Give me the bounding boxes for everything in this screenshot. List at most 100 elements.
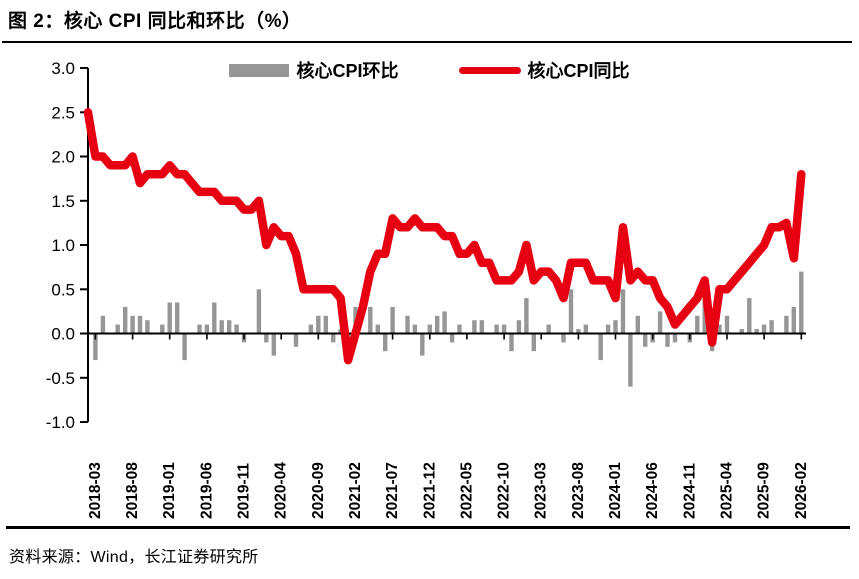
x-tick-label: 2018-03 <box>87 462 104 519</box>
y-tick-label: 0.0 <box>51 325 75 344</box>
x-tick-label: 2025-04 <box>719 462 736 519</box>
mom-bar <box>93 333 98 361</box>
mom-bar <box>494 324 499 334</box>
mom-bar <box>531 333 536 352</box>
mom-bar <box>264 333 269 343</box>
mom-bar <box>383 333 388 352</box>
mom-bar <box>799 271 804 334</box>
mom-bar <box>420 333 425 356</box>
mom-bar <box>457 324 462 334</box>
mom-bar <box>657 311 663 334</box>
mom-bar <box>643 333 648 347</box>
y-tick-label: 2.5 <box>51 103 75 122</box>
mom-bar <box>323 315 328 334</box>
mom-bar <box>761 324 767 334</box>
x-tick-label: 2018-08 <box>124 462 141 519</box>
mom-bar <box>427 324 432 334</box>
mom-bar <box>472 320 477 334</box>
mom-bar <box>160 324 165 334</box>
y-tick-label: -1.0 <box>46 413 75 432</box>
figure-title: 图 2：核心 CPI 同比和环比（%） <box>8 11 302 32</box>
y-tick-label: 3.0 <box>51 59 75 78</box>
mom-bar <box>308 324 314 334</box>
mom-bar <box>137 315 143 334</box>
x-tick-label: 2023-03 <box>533 462 550 519</box>
mom-bar <box>546 324 551 334</box>
mom-bar <box>739 329 744 334</box>
mom-bar <box>747 298 752 334</box>
mom-bar <box>449 333 455 343</box>
mom-bar <box>442 311 447 334</box>
mom-bar <box>100 315 106 334</box>
x-tick-label: 2026-02 <box>793 462 810 519</box>
title-underline <box>2 41 852 43</box>
mom-bar <box>316 315 321 334</box>
legend-item-yoy: 核心CPI同比 <box>458 57 630 83</box>
x-tick-label: 2019-11 <box>236 463 253 519</box>
legend-label-mom: 核心CPI环比 <box>296 61 399 81</box>
mom-bar <box>717 324 722 334</box>
mom-bar <box>613 320 618 334</box>
mom-bar <box>405 315 410 334</box>
mom-bar <box>390 306 395 334</box>
mom-bar <box>123 306 128 334</box>
x-tick-label: 2023-08 <box>570 462 587 519</box>
mom-bar <box>234 324 239 334</box>
mom-bar <box>331 333 336 343</box>
mom-bar <box>568 289 574 334</box>
y-tick-label: 0.5 <box>51 280 75 299</box>
mom-bar <box>628 333 633 387</box>
mom-bar <box>219 320 224 334</box>
x-tick-label: 2020-09 <box>310 462 327 519</box>
legend-label-yoy: 核心CPI同比 <box>527 61 630 81</box>
x-tick-label: 2024-11 <box>681 463 698 519</box>
mom-bar <box>598 333 603 361</box>
mom-bar <box>635 315 640 334</box>
chart-legend: 核心CPI环比 核心CPI同比 <box>0 57 859 83</box>
mom-bar <box>175 302 180 334</box>
mom-bar <box>271 333 276 356</box>
mom-bar <box>293 333 299 347</box>
x-tick-label: 2021-02 <box>347 462 364 519</box>
mom-bar <box>256 289 262 334</box>
bar-swatch-icon <box>229 63 290 77</box>
mom-bar <box>516 320 522 334</box>
mom-bar <box>583 324 588 334</box>
legend-item-mom: 核心CPI环比 <box>229 57 399 83</box>
bottom-rule <box>6 526 850 529</box>
y-tick-label: 2.0 <box>51 148 75 167</box>
mom-bar <box>754 329 759 334</box>
mom-bar <box>561 333 566 343</box>
y-tick-label: 1.0 <box>51 236 75 255</box>
mom-bar <box>212 302 217 334</box>
y-tick-label: 1.5 <box>51 192 75 211</box>
mom-bar <box>145 320 150 334</box>
mom-bar <box>605 324 611 334</box>
x-tick-label: 2020-04 <box>273 462 290 519</box>
mom-bar <box>227 320 232 334</box>
mom-bar <box>791 306 796 334</box>
x-tick-label: 2024-06 <box>644 462 661 519</box>
x-tick-label: 2022-05 <box>458 462 475 519</box>
mom-bar <box>509 333 514 352</box>
mom-bar <box>665 333 670 347</box>
mom-bar <box>412 324 418 334</box>
x-tick-label: 2021-12 <box>421 462 438 519</box>
yoy-line <box>83 108 806 365</box>
mom-bar <box>672 333 678 343</box>
line-swatch-icon <box>458 66 521 74</box>
mom-bar <box>695 315 700 334</box>
mom-bar <box>375 324 380 334</box>
x-tick-label: 2019-06 <box>198 462 215 519</box>
mom-bar <box>115 324 120 334</box>
x-tick-label: 2024-01 <box>607 462 624 519</box>
x-tick-label: 2025-09 <box>756 462 773 519</box>
mom-bar <box>197 324 202 334</box>
x-tick-label: 2022-10 <box>496 462 513 519</box>
mom-bar <box>769 320 774 334</box>
mom-bar <box>501 324 507 334</box>
mom-bar <box>167 302 172 334</box>
x-tick-label: 2019-01 <box>161 462 178 519</box>
